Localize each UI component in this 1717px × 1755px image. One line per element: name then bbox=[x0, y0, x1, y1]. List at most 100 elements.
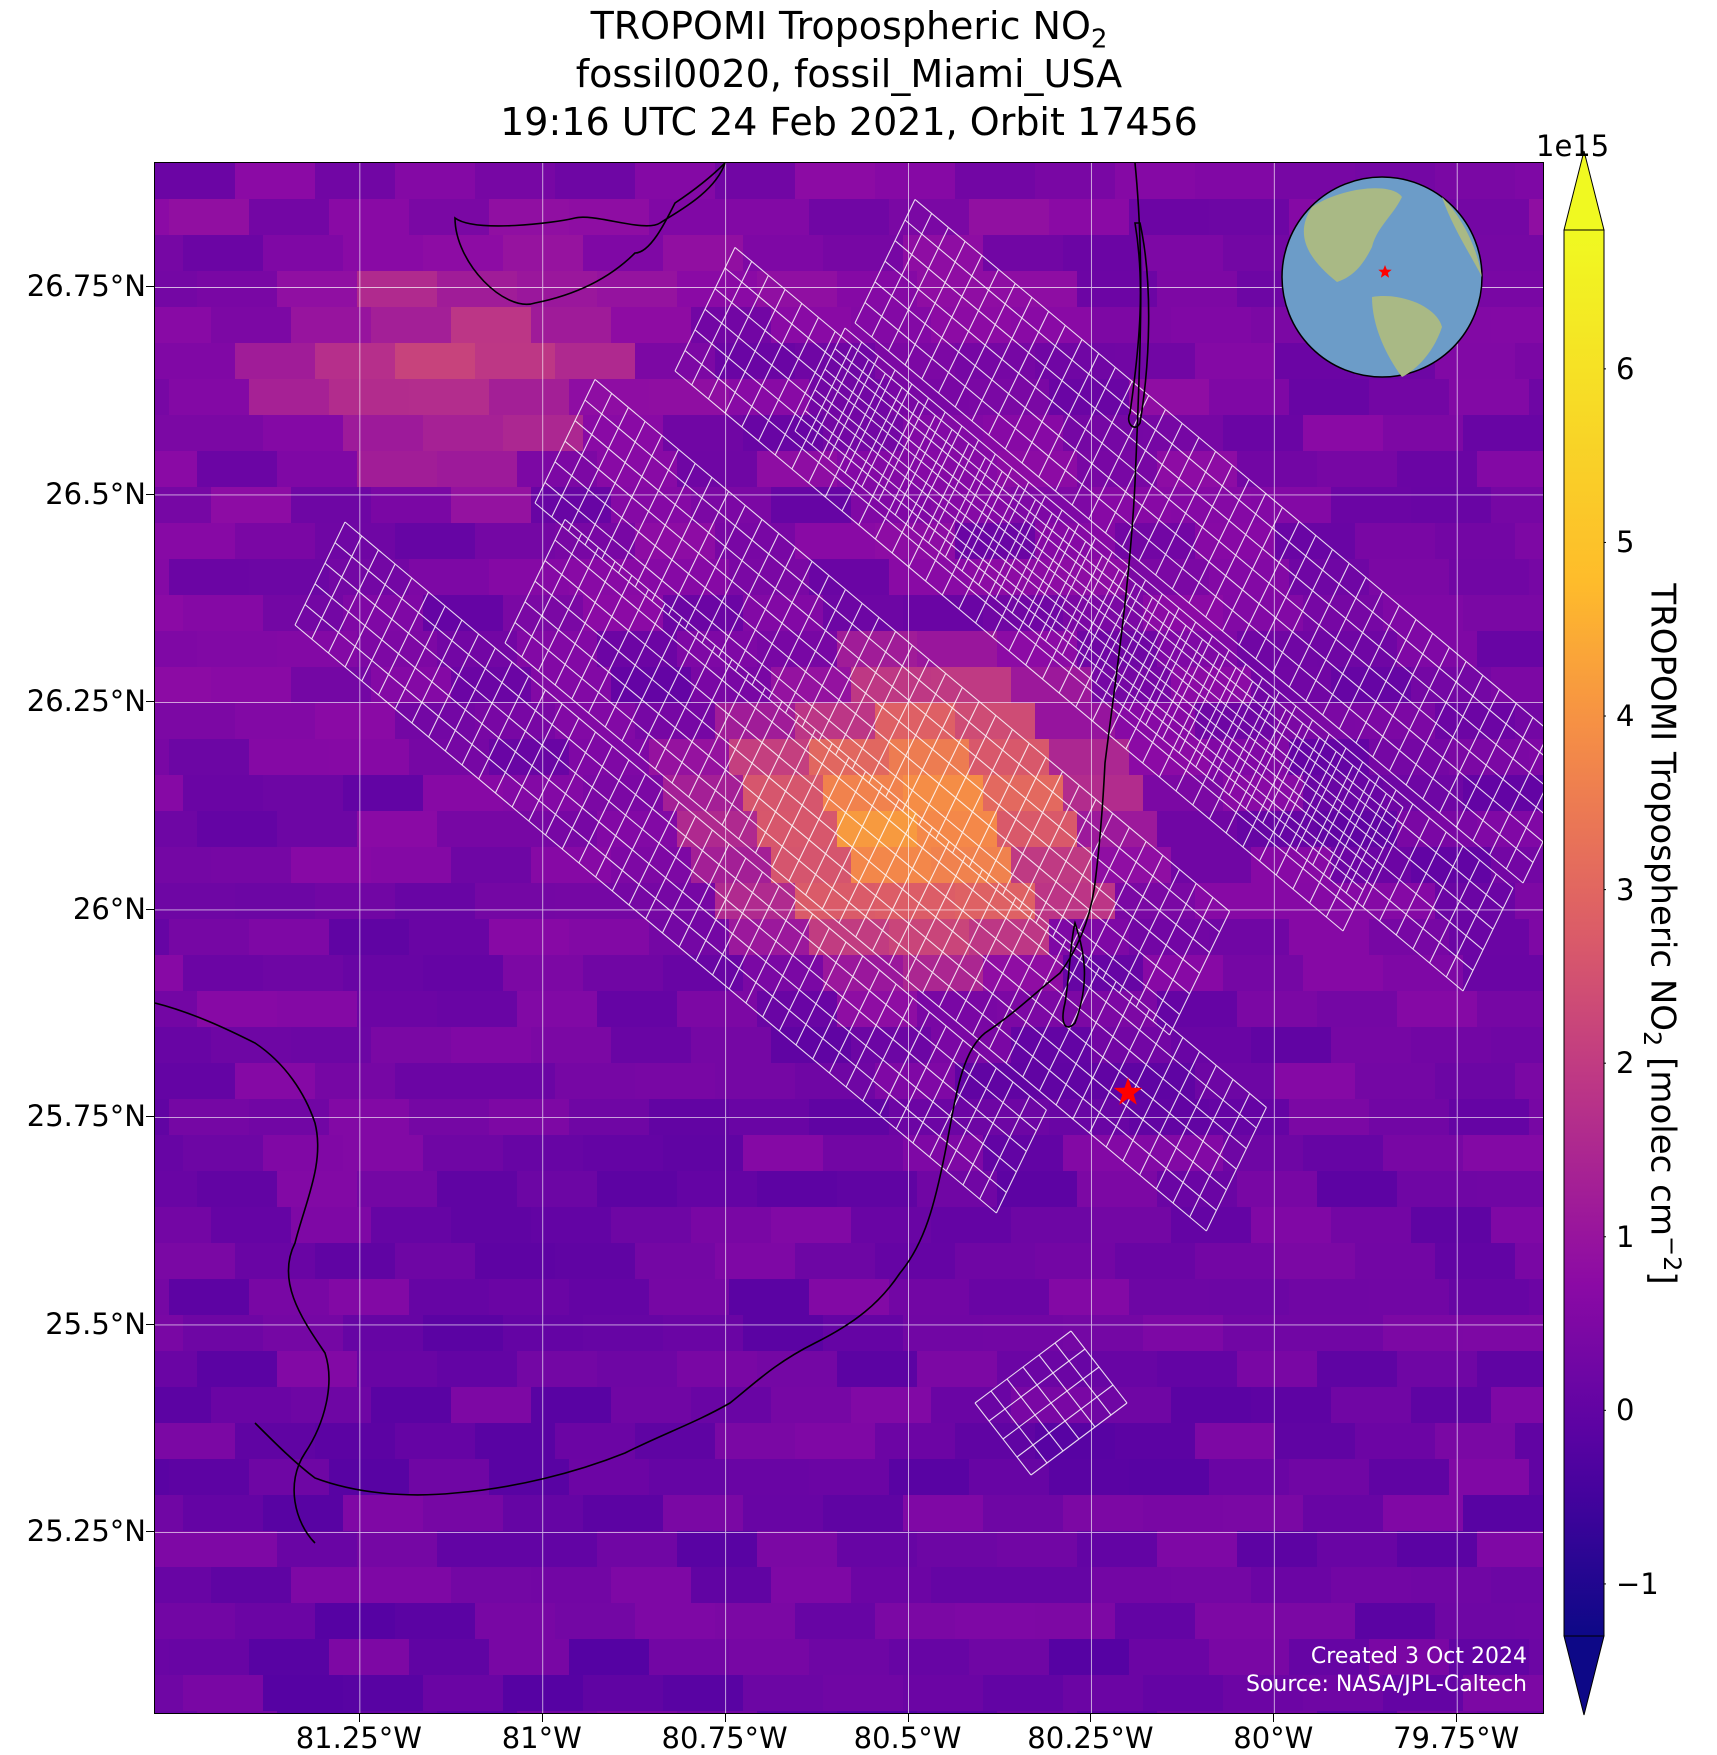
no2-pixel bbox=[371, 1387, 452, 1424]
no2-pixel bbox=[249, 1459, 330, 1496]
no2-pixel bbox=[409, 199, 490, 236]
no2-pixel bbox=[1435, 523, 1516, 560]
lat-tick-mark bbox=[146, 701, 154, 703]
no2-pixel bbox=[837, 451, 918, 488]
no2-pixel bbox=[291, 847, 372, 884]
no2-pixel bbox=[715, 1243, 796, 1280]
no2-pixel bbox=[155, 451, 198, 488]
no2-pixel bbox=[169, 1639, 250, 1676]
created-date: Created 3 Oct 2024 bbox=[1310, 1644, 1527, 1669]
no2-pixel bbox=[851, 307, 932, 344]
no2-pixel bbox=[729, 379, 810, 416]
no2-pixel bbox=[1463, 595, 1543, 632]
no2-pixel bbox=[1529, 1459, 1543, 1496]
no2-pixel bbox=[583, 1675, 664, 1712]
no2-pixel bbox=[1369, 379, 1450, 416]
no2-pixel bbox=[1143, 955, 1224, 992]
no2-pixel bbox=[263, 415, 344, 452]
no2-pixel bbox=[677, 271, 758, 308]
lon-tick-label: 80°W bbox=[1233, 1721, 1314, 1755]
no2-pixel bbox=[277, 1171, 358, 1208]
no2-pixel bbox=[757, 631, 838, 668]
no2-pixel bbox=[211, 667, 292, 704]
no2-pixel bbox=[1157, 811, 1238, 848]
no2-pixel bbox=[823, 1135, 904, 1172]
no2-pixel bbox=[291, 1027, 372, 1064]
no2-pixel bbox=[823, 775, 904, 812]
no2-pixel bbox=[649, 1459, 730, 1496]
colorbar-gradient bbox=[1564, 230, 1604, 1636]
no2-pixel bbox=[889, 1459, 970, 1496]
no2-pixel bbox=[1543, 595, 1544, 632]
no2-pixel bbox=[315, 343, 396, 380]
lat-tick-mark bbox=[146, 1116, 154, 1118]
no2-pixel bbox=[1383, 955, 1464, 992]
no2-pixel bbox=[931, 1387, 1012, 1424]
no2-pixel bbox=[437, 271, 518, 308]
no2-pixel bbox=[517, 991, 598, 1028]
no2-pixel bbox=[1369, 739, 1450, 776]
no2-pixel bbox=[1171, 847, 1252, 884]
no2-pixel bbox=[1129, 199, 1210, 236]
no2-pixel bbox=[931, 1207, 1012, 1244]
no2-pixel bbox=[155, 1603, 236, 1640]
no2-pixel bbox=[1289, 1639, 1370, 1676]
map-panel[interactable]: Created 3 Oct 2024 Source: NASA/JPL-Calt… bbox=[154, 162, 1544, 1714]
no2-pixel bbox=[183, 415, 264, 452]
no2-pixel bbox=[475, 703, 556, 740]
no2-pixel bbox=[277, 451, 358, 488]
no2-pixel bbox=[395, 343, 476, 380]
no2-pixel bbox=[743, 1135, 824, 1172]
no2-pixel bbox=[583, 1135, 664, 1172]
no2-pixel bbox=[155, 415, 184, 452]
no2-pixel bbox=[1463, 955, 1543, 992]
no2-pixel bbox=[1463, 1135, 1543, 1172]
no2-pixel bbox=[969, 199, 1050, 236]
no2-pixel bbox=[1011, 667, 1092, 704]
no2-pixel bbox=[249, 199, 330, 236]
no2-pixel bbox=[691, 487, 772, 524]
no2-pixel bbox=[211, 1027, 292, 1064]
no2-pixel bbox=[1303, 1675, 1384, 1712]
no2-pixel bbox=[1397, 451, 1478, 488]
no2-pixel bbox=[517, 1351, 598, 1388]
colorbar-min-extend bbox=[1563, 1635, 1605, 1716]
no2-pixel bbox=[1129, 1459, 1210, 1496]
no2-pixel bbox=[451, 307, 532, 344]
no2-pixel bbox=[743, 1675, 824, 1712]
no2-pixel bbox=[489, 1639, 570, 1676]
no2-pixel bbox=[1171, 1387, 1252, 1424]
no2-pixel bbox=[583, 415, 664, 452]
no2-pixel bbox=[357, 451, 438, 488]
no2-pixel bbox=[197, 1711, 278, 1713]
no2-pixel bbox=[1049, 1279, 1130, 1316]
no2-pixel bbox=[517, 1531, 598, 1568]
no2-pixel bbox=[597, 271, 678, 308]
no2-pixel bbox=[475, 1603, 556, 1640]
no2-pixel bbox=[503, 1495, 584, 1532]
no2-pixel bbox=[875, 1603, 956, 1640]
no2-pixel bbox=[1223, 1135, 1304, 1172]
no2-pixel bbox=[277, 1351, 358, 1388]
lon-tick-label: 81.25°W bbox=[295, 1721, 422, 1755]
no2-pixel bbox=[649, 199, 730, 236]
no2-pixel bbox=[155, 307, 212, 344]
no2-pixel bbox=[451, 1027, 532, 1064]
no2-pixel bbox=[197, 271, 278, 308]
no2-pixel bbox=[691, 1567, 772, 1604]
no2-pixel bbox=[715, 1603, 796, 1640]
no2-pixel bbox=[903, 1675, 984, 1712]
no2-pixel bbox=[155, 235, 184, 272]
no2-pixel bbox=[395, 163, 476, 200]
no2-pixel bbox=[1411, 487, 1492, 524]
no2-pixel bbox=[1289, 1459, 1370, 1496]
no2-pixel bbox=[757, 991, 838, 1028]
no2-pixel bbox=[1091, 487, 1172, 524]
colorbar-label-sub: 2 bbox=[1637, 1031, 1666, 1047]
no2-pixel bbox=[931, 667, 1012, 704]
no2-pixel bbox=[155, 487, 212, 524]
colorbar-tick-label: 2 bbox=[1616, 1046, 1635, 1081]
lake-okeechobee-outline bbox=[454, 163, 726, 306]
no2-pixel bbox=[1449, 1639, 1530, 1676]
no2-pixel bbox=[489, 919, 570, 956]
